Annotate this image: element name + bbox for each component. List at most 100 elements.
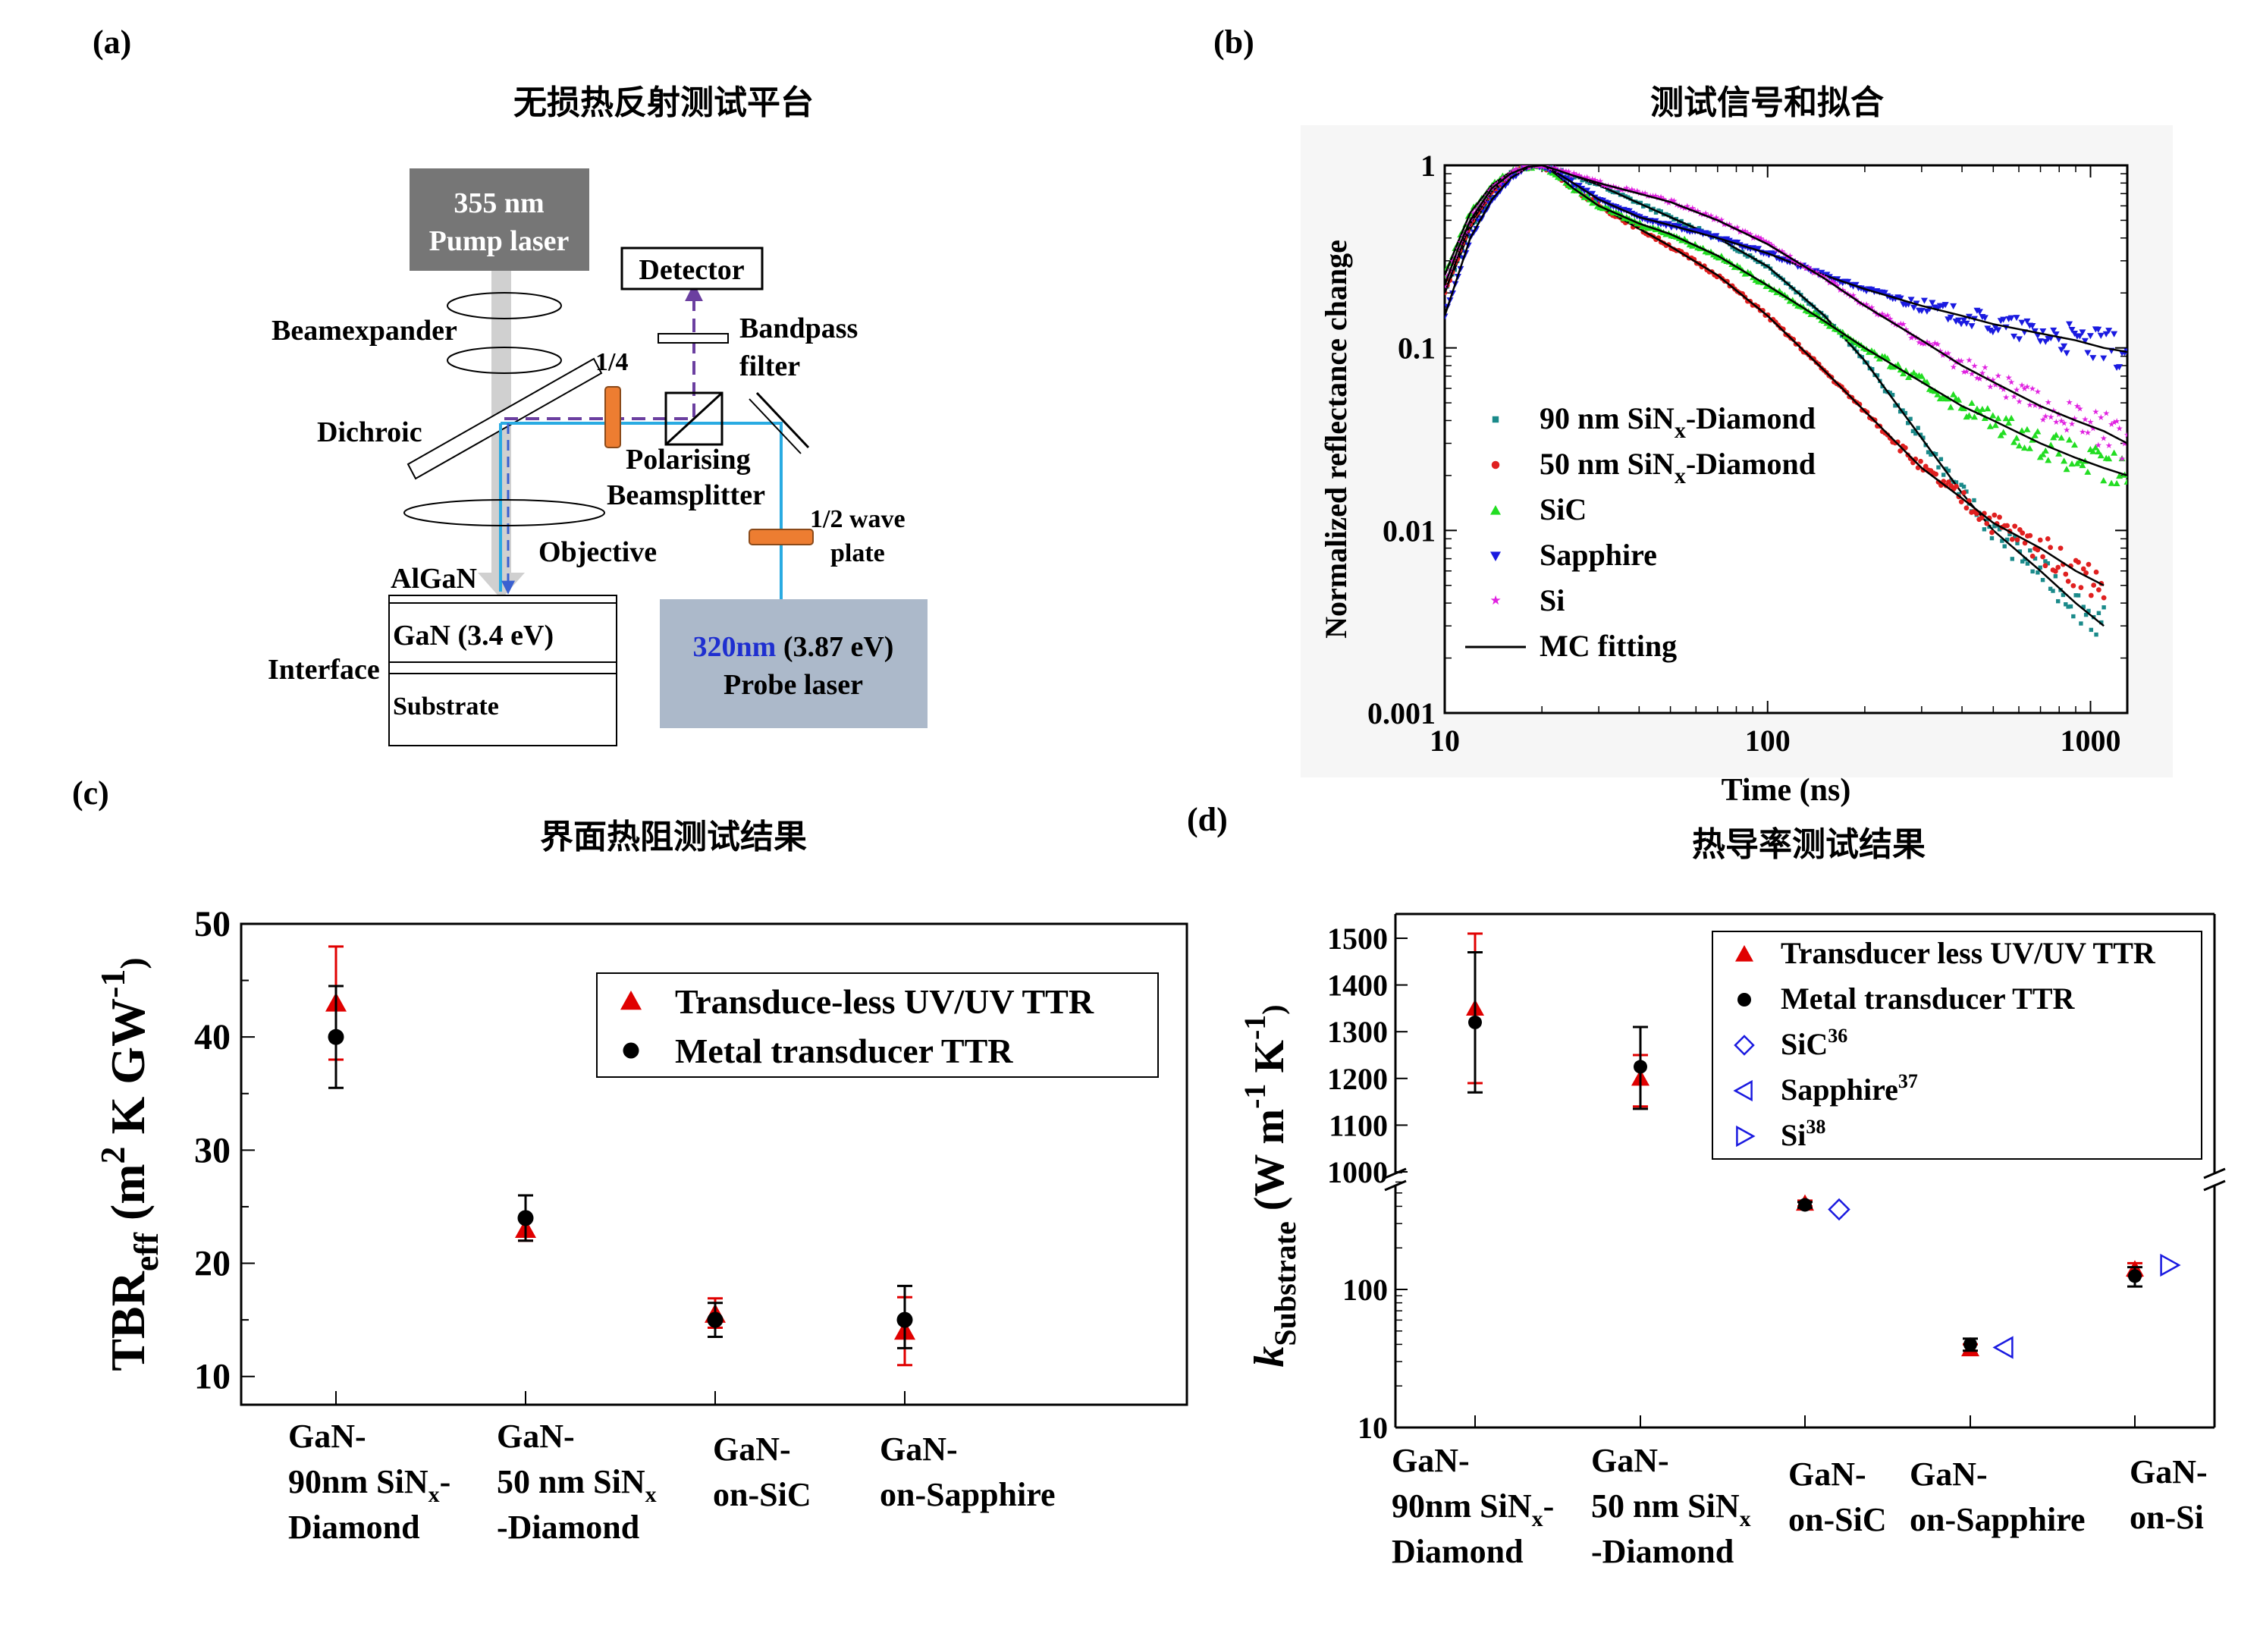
data-point: [1923, 463, 1929, 470]
data-point: [2053, 574, 2058, 579]
data-point: ★: [2084, 429, 2092, 438]
data-point: [2002, 415, 2010, 422]
data-point: ★: [1923, 338, 1931, 347]
data-point: ★: [2032, 401, 2039, 410]
data-point: [2128, 1269, 2142, 1283]
data-point: [1491, 194, 1499, 201]
data-point: ★: [1541, 162, 1549, 171]
data-point: ★: [1941, 349, 1949, 358]
data-point: [2073, 593, 2078, 598]
data-point: [1955, 317, 1963, 324]
chart-b-plot-area: [1443, 164, 2129, 715]
data-point: [2010, 557, 2015, 561]
data-point: [1979, 515, 1985, 520]
data-point: ★: [1950, 363, 1957, 372]
bandpass-label-2: filter: [739, 350, 800, 382]
data-point: [1862, 360, 1867, 365]
data-point: ★: [2055, 410, 2063, 419]
data-point: [2116, 364, 2123, 371]
data-point: ★: [1979, 369, 1986, 378]
data-point: [2086, 333, 2094, 340]
data-point: ★: [2016, 397, 2023, 407]
data-point: ★: [1897, 319, 1904, 328]
data-point: [1941, 473, 1946, 477]
data-point: [2035, 547, 2041, 553]
legend-text: 50 nm SiN: [1540, 447, 1675, 481]
data-point: [1918, 307, 1926, 315]
data-point: ★: [2047, 413, 2054, 422]
data-point: ★: [1766, 239, 1773, 248]
data-point: [2079, 621, 2083, 626]
data-point: [2028, 548, 2032, 553]
data-point: ★: [1607, 183, 1615, 192]
data-point: ★: [1794, 259, 1802, 269]
category-text: GaN-: [880, 1431, 958, 1468]
data-point: [2068, 327, 2076, 334]
y-axis-label-sub: Substrate: [1268, 1221, 1302, 1346]
data-point: [2088, 592, 2094, 598]
data-point: [2108, 479, 2115, 486]
panel-a-title: 无损热反射测试平台: [513, 83, 814, 122]
data-point: ★: [1955, 356, 1963, 366]
category-text: GaN-: [1591, 1442, 1669, 1479]
data-point: [1908, 416, 1913, 421]
data-point: ★: [1689, 204, 1697, 213]
data-point: ★: [1702, 209, 1709, 218]
data-point: ★: [1921, 340, 1929, 349]
data-point: [2048, 586, 2053, 591]
polarising-beamsplitter: [664, 391, 724, 446]
axis-break-mark: [1384, 1179, 1407, 1192]
x-tick-label: 1000: [2060, 724, 2120, 758]
data-point: [2007, 315, 2015, 322]
data-point: ★: [1528, 162, 1536, 171]
data-point: [1756, 259, 1760, 265]
pump-laser-line2: Pump laser: [429, 225, 570, 257]
data-point: ★: [1879, 309, 1886, 319]
data-point: [1973, 405, 1981, 412]
y-tick-label: 1200: [1327, 1062, 1388, 1096]
data-point: [1684, 224, 1689, 228]
data-point: [2097, 452, 2105, 459]
data-point: [2118, 454, 2126, 462]
data-point: [1960, 317, 1968, 324]
data-point: ★: [1649, 192, 1657, 201]
data-point: ★: [1584, 174, 1591, 183]
data-point: ★: [1565, 168, 1572, 177]
data-point: [1992, 1336, 2014, 1359]
data-point: [1897, 409, 1903, 414]
chart-b-data: ★★★★★★★★★★★★★★★★★★★★★★★★★★★★★★★★★★★★★★★★…: [1445, 162, 2127, 637]
data-point: ★: [1881, 312, 1888, 321]
panel-b-label: (b): [1213, 24, 1254, 61]
data-point: [1989, 535, 1995, 541]
data-point: [2027, 532, 2033, 539]
data-point: ★: [1570, 169, 1577, 178]
data-point: [707, 1311, 724, 1328]
data-point: [1963, 320, 1970, 327]
y-tick-label: 1300: [1327, 1015, 1388, 1049]
data-point: ★: [2042, 413, 2049, 422]
data-point: [2017, 549, 2023, 554]
return-beam: [504, 283, 703, 420]
data-point: ★: [1720, 221, 1728, 230]
data-point: [2031, 328, 2039, 334]
legend-text: Sapphire: [1540, 538, 1657, 572]
legend-text: Transducer less UV/UV TTR: [1781, 936, 2156, 970]
category-label: GaN-: [880, 1431, 958, 1468]
data-point: ★: [1525, 164, 1533, 173]
data-point: [1732, 247, 1737, 252]
data-point: [2004, 523, 2010, 529]
data-point: ★: [2021, 385, 2029, 394]
data-point: [1806, 301, 1811, 306]
data-point: [2047, 335, 2054, 342]
data-point: ★: [1982, 363, 1989, 372]
panel-a: (a) 无损热反射测试平台 355 nm Pump laser Beamexpa…: [93, 24, 928, 746]
data-point: [2055, 564, 2061, 570]
y-tick-label: 1: [1420, 149, 1436, 183]
data-point: [2076, 593, 2081, 598]
category-label: GaN-: [1591, 1442, 1669, 1479]
data-point: ★: [1789, 256, 1797, 265]
data-point: [1638, 200, 1643, 206]
data-point: [2023, 318, 2031, 325]
data-point: [1656, 208, 1661, 213]
data-point: [1981, 414, 1988, 422]
